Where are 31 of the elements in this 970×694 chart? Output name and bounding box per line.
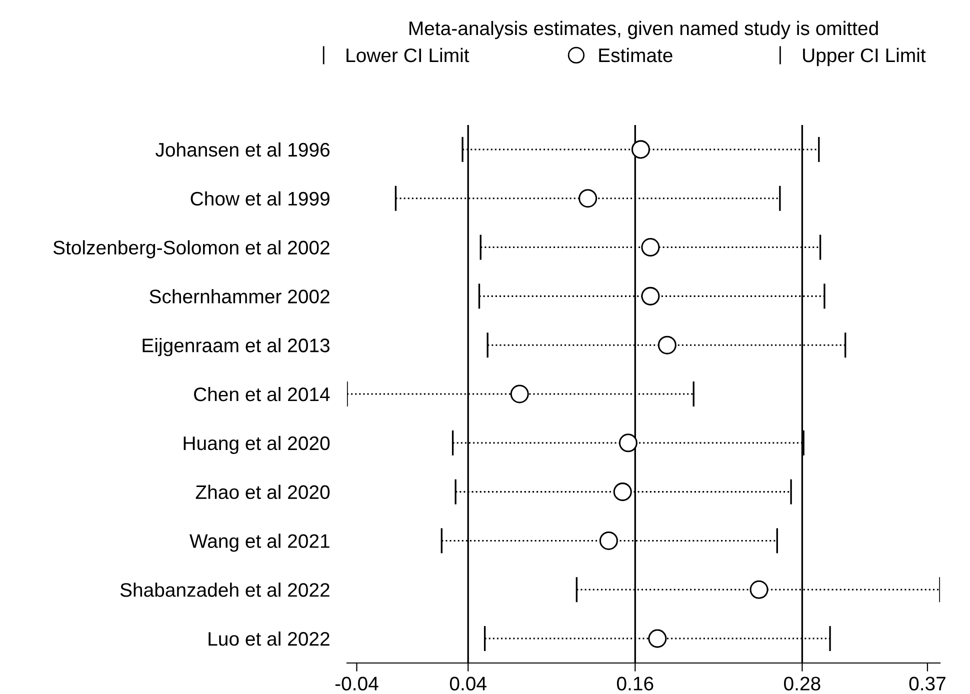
point xyxy=(641,286,660,306)
y-tick-label: Wang et al 2021 xyxy=(190,534,330,552)
y-tick-label: Chow et al 1999 xyxy=(190,191,330,206)
point xyxy=(750,580,768,599)
x-tick-label: 0.04 xyxy=(450,676,486,690)
point xyxy=(618,434,638,452)
legend-label: Estimate xyxy=(599,48,672,62)
y-tick-label: Shabanzadeh et al 2022 xyxy=(120,582,330,597)
y-tick-label: Huang et al 2020 xyxy=(184,436,330,454)
y-tick-label: Chen et al 2014 xyxy=(194,386,330,402)
point xyxy=(648,629,667,648)
point xyxy=(578,189,598,208)
text: Lower CI Limit xyxy=(346,48,470,62)
x-tick-label: 0.28 xyxy=(784,676,820,690)
text: Upper CI Limit xyxy=(803,48,926,66)
y-tick-label: Johansen et al 1996 xyxy=(156,142,330,157)
x-tick-label: 0.37 xyxy=(909,676,946,690)
point xyxy=(631,140,650,159)
y-tick-label: Stolzenberg-Solomon et al 2002 xyxy=(53,240,330,258)
x-tick-label: 0.16 xyxy=(616,676,654,690)
point xyxy=(599,531,618,550)
y-tick-label: Eijgenraam et al 2013 xyxy=(142,338,330,356)
point xyxy=(658,336,676,354)
x-tick-label: -0.04 xyxy=(335,676,378,690)
point xyxy=(613,482,632,502)
chart-title: Meta-analysis estimates, given named study is omitted xyxy=(410,20,878,40)
point xyxy=(510,384,529,404)
y-tick-label: Zhao et al 2020 xyxy=(196,484,330,500)
y-tick-label: Schernhammer 2002 xyxy=(150,289,330,304)
point xyxy=(641,238,660,257)
y-tick-label: Luo et al 2022 xyxy=(208,632,330,646)
